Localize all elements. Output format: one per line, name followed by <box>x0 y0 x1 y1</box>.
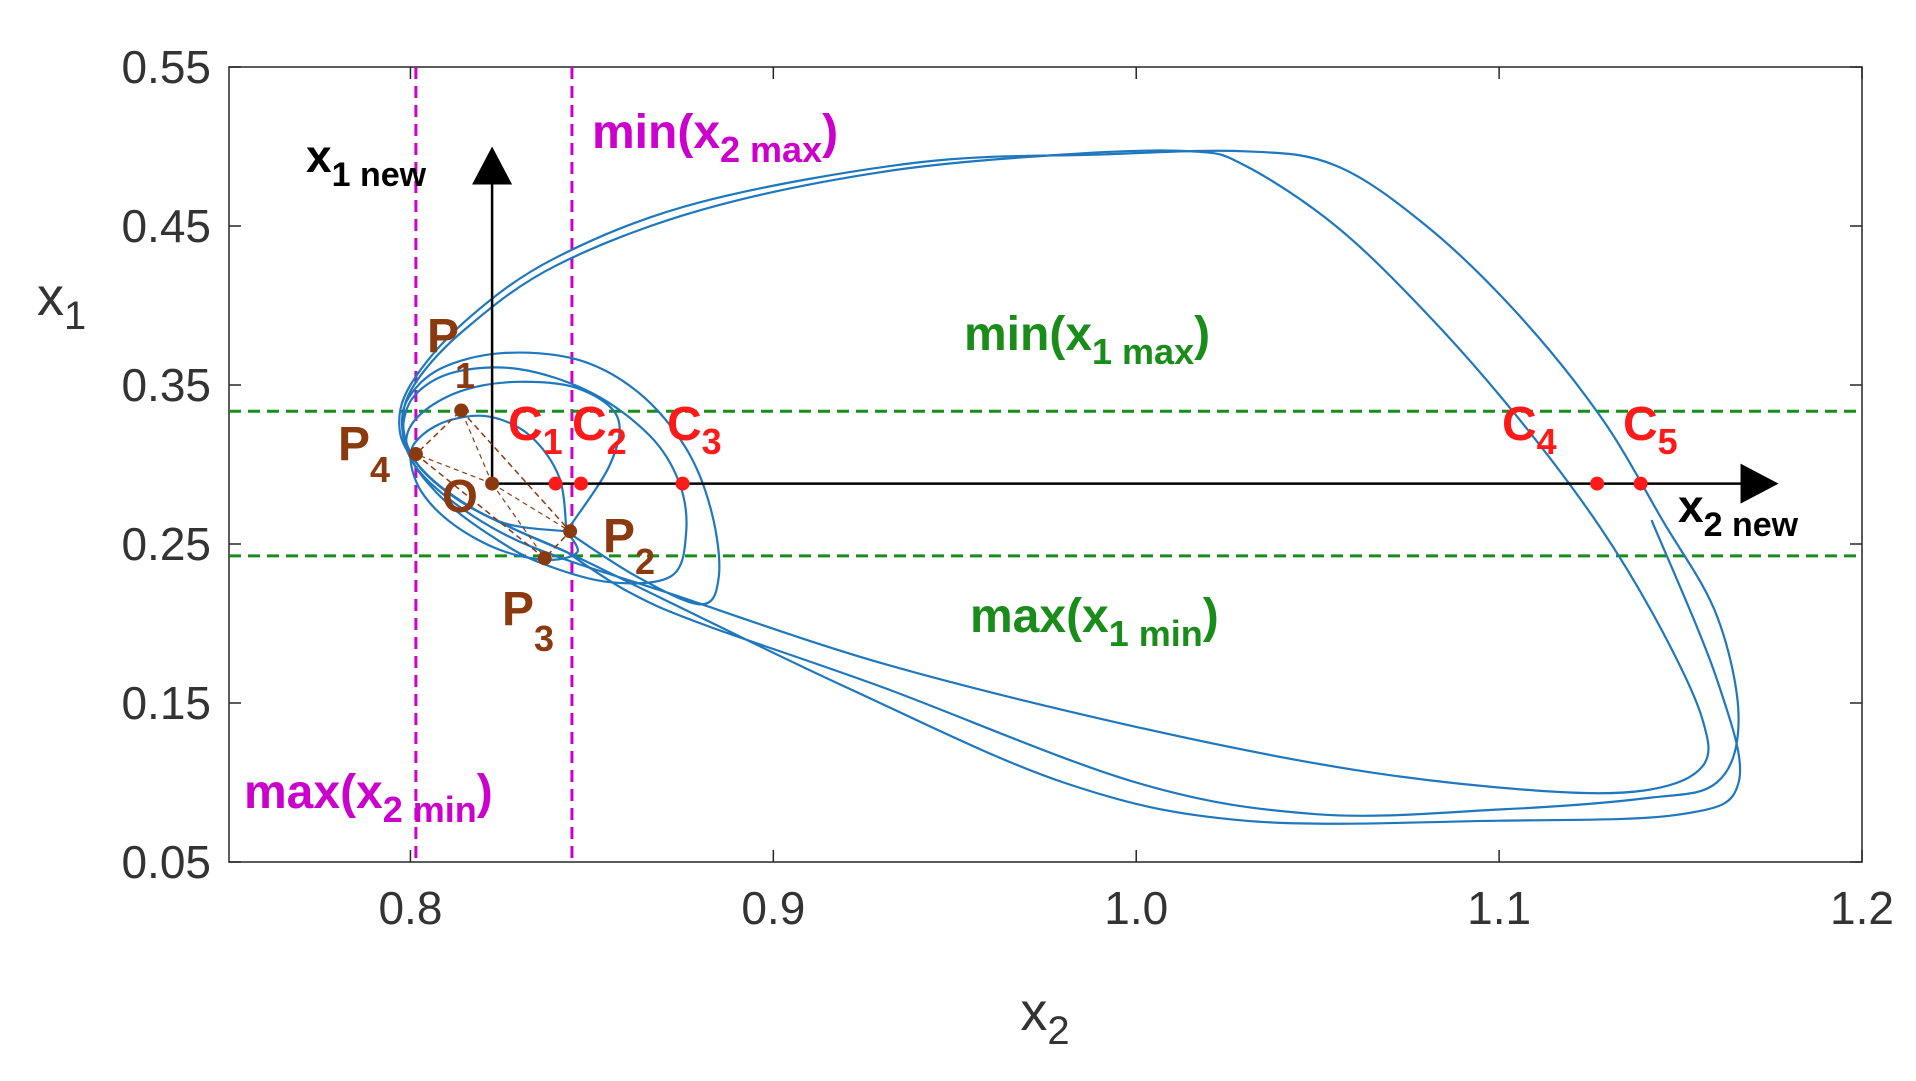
origin-label: O <box>442 470 478 522</box>
annotation-max-x1-min: max(x1 min) <box>970 590 1219 654</box>
poincare-label-p2: P2 <box>603 510 655 582</box>
new-axes <box>472 146 1779 504</box>
y-axis-title: x1 <box>37 267 86 338</box>
x1-new-axis-label: x1 new <box>306 130 427 194</box>
poincare-ray-p2 <box>491 483 571 532</box>
poincare-point-p2 <box>563 524 578 539</box>
x2-new-axis-label: x2 new <box>1678 480 1799 544</box>
trajectory <box>398 149 1742 825</box>
poincare-point-p1 <box>454 403 469 418</box>
crossing-label-c1: C1 <box>508 398 563 462</box>
x2-new-arrowhead <box>1740 463 1779 504</box>
x-axis-title: x2 <box>1020 982 1069 1053</box>
y-tick-label: 0.15 <box>121 677 211 729</box>
plot-content <box>229 67 1862 862</box>
crossing-label-c3: C3 <box>667 398 722 462</box>
crossing-point-c4 <box>1590 476 1605 491</box>
trajectory-loop-3 <box>400 149 1710 795</box>
trajectory-loop-4 <box>398 149 1742 825</box>
annotation-min-x1-max: min(x1 max) <box>964 308 1210 372</box>
poincare-point-p3 <box>537 551 552 566</box>
crossing-label-c4: C4 <box>1502 398 1557 462</box>
x-tick-label: 0.8 <box>378 882 442 934</box>
x-tick-label: 1.2 <box>1830 882 1894 934</box>
annotation-max-x2-min: max(x2 min) <box>244 766 493 830</box>
x-axis-ticks: 0.8 0.9 1.0 1.1 1.2 <box>378 67 1894 934</box>
crossing-point-c3 <box>675 476 690 491</box>
crossing-point-c1 <box>548 476 563 491</box>
plot-area-frame <box>228 66 1863 863</box>
x-tick-label: 0.9 <box>741 882 805 934</box>
y-axis-ticks: 0.05 0.15 0.25 0.35 0.45 0.55 <box>121 41 1862 888</box>
crossing-point-c2 <box>574 476 589 491</box>
crossing-label-c2: C2 <box>572 398 627 462</box>
y-tick-label: 0.25 <box>121 518 211 570</box>
origin-point <box>485 476 500 491</box>
poincare-ray-p4 <box>415 453 493 485</box>
poincare-ray-p3 <box>491 483 546 559</box>
y-tick-label: 0.05 <box>121 836 211 888</box>
crossing-points <box>548 476 1648 491</box>
y-tick-label: 0.55 <box>121 41 211 93</box>
x-tick-label: 1.1 <box>1467 882 1531 934</box>
x-tick-label: 1.0 <box>1104 882 1168 934</box>
y-tick-label: 0.35 <box>121 359 211 411</box>
crossing-label-c5: C5 <box>1623 398 1678 462</box>
poincare-ray-p1 <box>460 410 493 484</box>
crossing-point-c5 <box>1633 476 1648 491</box>
annotation-min-x2-max: min(x2 max) <box>592 106 838 170</box>
poincare-section <box>408 403 578 566</box>
poincare-point-p4 <box>408 447 423 462</box>
poincare-label-p4: P4 <box>338 418 390 490</box>
limit-lines <box>229 67 1862 862</box>
x1-new-arrowhead <box>472 146 513 185</box>
y-tick-label: 0.45 <box>121 200 211 252</box>
poincare-label-p3: P3 <box>502 583 554 659</box>
